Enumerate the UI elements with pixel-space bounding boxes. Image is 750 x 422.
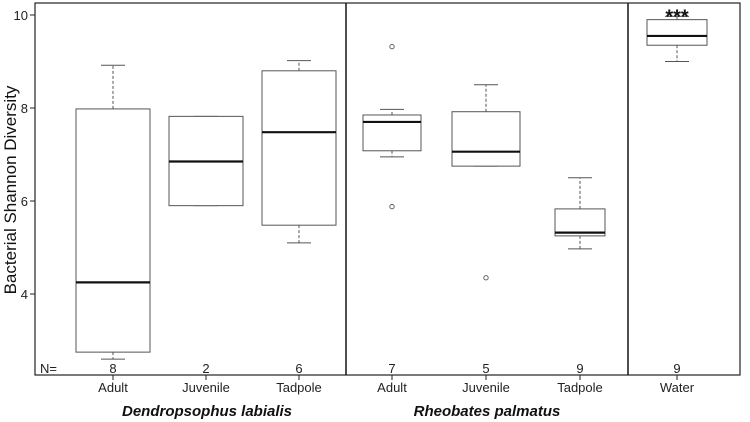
category-label: Tadpole	[276, 380, 322, 395]
group-label: Dendropsophus labialis	[122, 403, 292, 420]
iqr-box	[362, 114, 422, 152]
n-count-label: 2	[202, 361, 209, 376]
plot-frame-layer	[34, 2, 741, 376]
y-tick-label: 8	[21, 101, 28, 116]
iqr-box	[554, 208, 606, 237]
box-group	[168, 115, 244, 207]
y-tick-label: 10	[14, 8, 28, 23]
iqr-box	[646, 19, 708, 46]
outlier-point	[483, 275, 489, 281]
category-label: Tadpole	[557, 380, 603, 395]
significance-annotation: ***	[665, 6, 689, 28]
n-count-label: 9	[576, 361, 583, 376]
box-group	[554, 177, 606, 250]
category-label: Adult	[377, 380, 407, 395]
group-label: Rheobates palmatus	[414, 403, 561, 420]
y-tick-label: 4	[21, 287, 28, 302]
box-group	[451, 84, 521, 281]
box-group	[261, 60, 337, 244]
category-label: Adult	[98, 380, 128, 395]
iqr-box	[75, 108, 151, 353]
plot-border	[34, 2, 741, 376]
outlier-point	[389, 203, 395, 210]
y-axis-layer: 4 6 8 10	[14, 8, 35, 302]
category-label: Juvenile	[462, 380, 510, 395]
box-group	[646, 15, 708, 62]
n-count-label: 6	[295, 361, 302, 376]
box-group	[75, 64, 151, 360]
outlier-point	[389, 43, 395, 50]
n-count-label: 9	[673, 361, 680, 376]
y-axis-title: Bacterial Shannon Diversity	[1, 85, 20, 294]
boxes-layer	[75, 15, 708, 360]
box-group	[362, 43, 422, 210]
n-count-label: 7	[388, 361, 395, 376]
n-prefix-label: N=	[40, 361, 57, 376]
iqr-box	[261, 70, 337, 226]
iqr-box	[451, 111, 521, 167]
labels-layer: N= 8 Adult 2 Juvenile 6 Tadpole 7 Adult 5 Juvenile…	[40, 6, 695, 420]
y-tick-label: 6	[21, 194, 28, 209]
category-label: Juvenile	[182, 380, 230, 395]
n-count-label: 8	[109, 361, 116, 376]
n-count-label: 5	[482, 361, 489, 376]
category-label: Water	[660, 380, 695, 395]
